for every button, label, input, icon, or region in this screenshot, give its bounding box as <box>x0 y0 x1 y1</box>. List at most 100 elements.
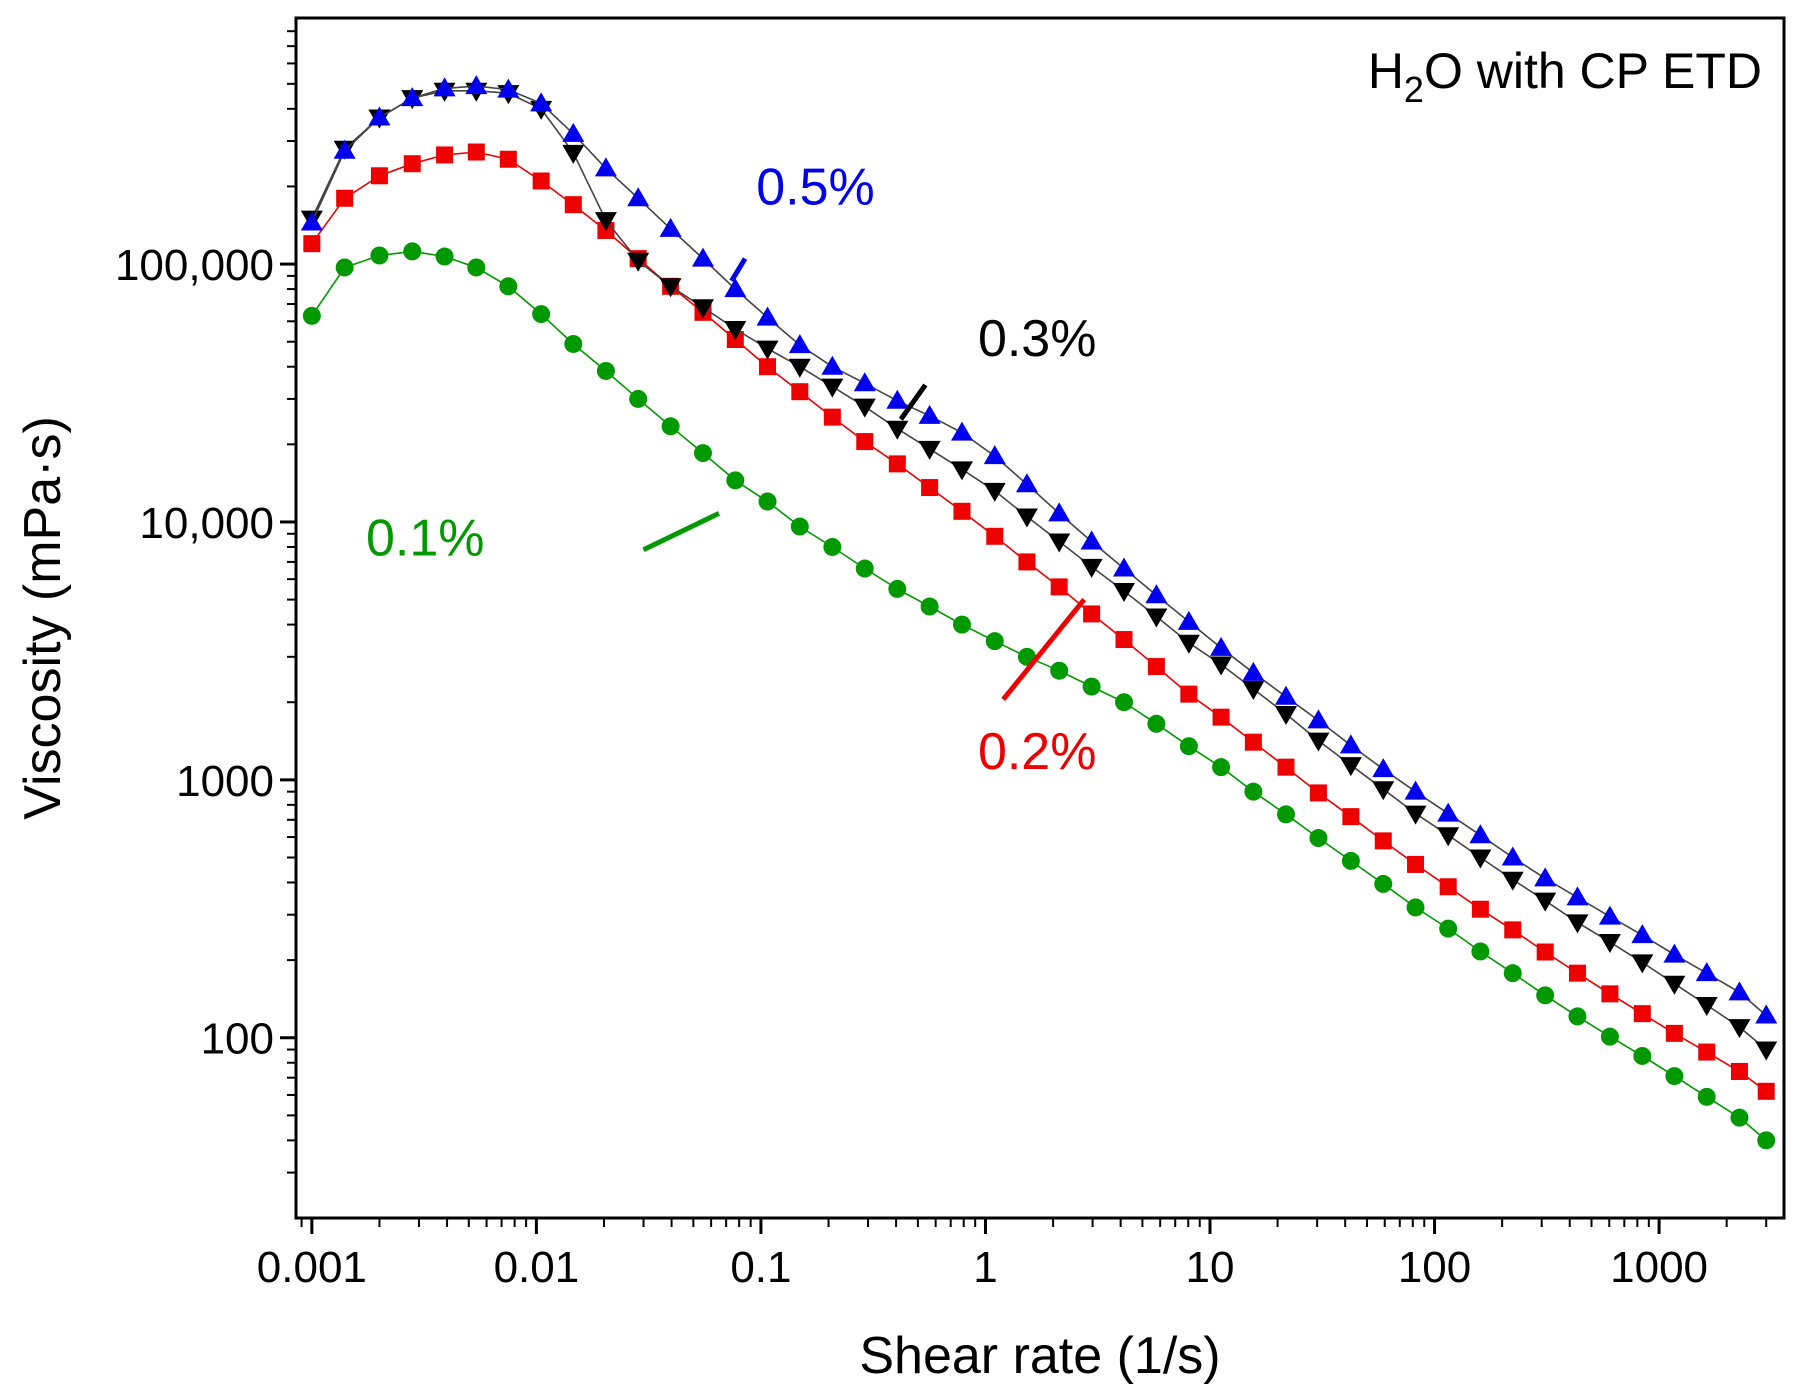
data-point <box>1210 656 1233 676</box>
data-point <box>1695 996 1718 1016</box>
data-point <box>1439 919 1458 938</box>
data-point <box>756 306 779 326</box>
annotation-pointer <box>642 511 721 553</box>
x-tick-label: 0.01 <box>494 1243 580 1292</box>
data-point <box>532 305 551 324</box>
data-point <box>1698 1043 1716 1061</box>
x-tick-label: 1 <box>973 1243 997 1292</box>
data-point <box>1665 1067 1684 1086</box>
axis-ticks <box>280 30 1768 1234</box>
data-point <box>1179 737 1198 756</box>
data-point <box>1242 661 1265 681</box>
data-point <box>1728 981 1751 1001</box>
x-tick-label: 0.001 <box>257 1243 367 1292</box>
data-point <box>1115 693 1134 712</box>
data-point <box>433 77 456 97</box>
data-point <box>853 398 876 418</box>
annotation-pointer <box>898 383 928 421</box>
data-point <box>1437 827 1460 847</box>
data-point <box>1083 605 1101 623</box>
data-point <box>300 211 323 231</box>
data-point <box>691 299 714 319</box>
data-point <box>1048 502 1071 522</box>
data-point <box>888 455 906 473</box>
data-point <box>790 517 809 536</box>
data-point <box>1695 962 1718 982</box>
data-point <box>564 196 582 214</box>
axis-tick-labels: 0.001 0.01 0.1 1 10 100 1000 100 1000 10,000 100,0… <box>115 241 1708 1292</box>
data-point <box>1439 878 1457 896</box>
data-point <box>1633 1005 1651 1023</box>
data-point <box>1730 1108 1749 1127</box>
data-point <box>1277 758 1295 776</box>
data-point <box>1469 824 1492 844</box>
data-point <box>562 122 585 142</box>
series-circle <box>302 242 1776 1150</box>
data-point <box>1566 914 1589 934</box>
data-point <box>467 258 486 277</box>
data-point <box>335 258 354 277</box>
data-point <box>1244 733 1262 751</box>
data-point <box>886 420 909 440</box>
data-point <box>726 471 745 490</box>
data-point <box>1307 732 1330 752</box>
data-point <box>627 187 650 207</box>
data-point <box>659 278 682 298</box>
data-point <box>788 358 811 378</box>
annotation-label: 0.2% <box>978 723 1097 781</box>
data-point <box>499 150 517 168</box>
data-point <box>1568 964 1586 982</box>
data-point <box>1210 636 1233 656</box>
x-tick-label: 100 <box>1398 1243 1471 1292</box>
data-point <box>1145 584 1168 604</box>
data-point <box>1631 954 1654 974</box>
data-point <box>1663 943 1686 963</box>
data-series <box>300 75 1778 1150</box>
data-point <box>1050 578 1068 596</box>
data-point <box>659 217 682 237</box>
data-point <box>1342 808 1360 826</box>
data-point <box>1471 942 1490 961</box>
data-point <box>1372 781 1395 801</box>
series-line <box>311 85 1767 1017</box>
data-point <box>629 389 648 408</box>
data-point <box>1147 658 1165 676</box>
data-point <box>1504 921 1522 939</box>
data-point <box>1406 898 1425 917</box>
data-point <box>1697 1087 1716 1106</box>
data-point <box>1307 709 1330 729</box>
data-point <box>950 421 973 441</box>
data-point <box>788 334 811 354</box>
data-point <box>465 75 488 95</box>
data-point <box>562 144 585 164</box>
data-point <box>1598 934 1621 954</box>
data-point <box>1757 1131 1776 1150</box>
data-point <box>1407 855 1425 873</box>
data-point <box>596 361 615 380</box>
data-point <box>1018 553 1036 571</box>
data-point <box>403 242 422 261</box>
data-point <box>759 358 777 376</box>
data-point <box>724 278 747 298</box>
data-point <box>1404 805 1427 825</box>
data-point <box>1437 802 1460 822</box>
data-point <box>1113 582 1136 602</box>
data-point <box>1534 867 1557 887</box>
data-point <box>853 372 876 392</box>
data-point <box>564 334 583 353</box>
data-point <box>370 167 388 185</box>
data-point <box>691 247 714 267</box>
data-point <box>856 433 874 451</box>
data-point <box>333 139 356 159</box>
data-point <box>1598 905 1621 925</box>
y-tick-label: 10,000 <box>139 499 274 548</box>
data-point <box>823 537 842 556</box>
data-point <box>1145 608 1168 628</box>
data-point <box>436 146 454 164</box>
data-point <box>1728 1019 1751 1039</box>
data-point <box>953 502 971 520</box>
data-point <box>1180 685 1198 703</box>
data-point <box>1601 985 1619 1003</box>
data-point <box>1275 685 1298 705</box>
